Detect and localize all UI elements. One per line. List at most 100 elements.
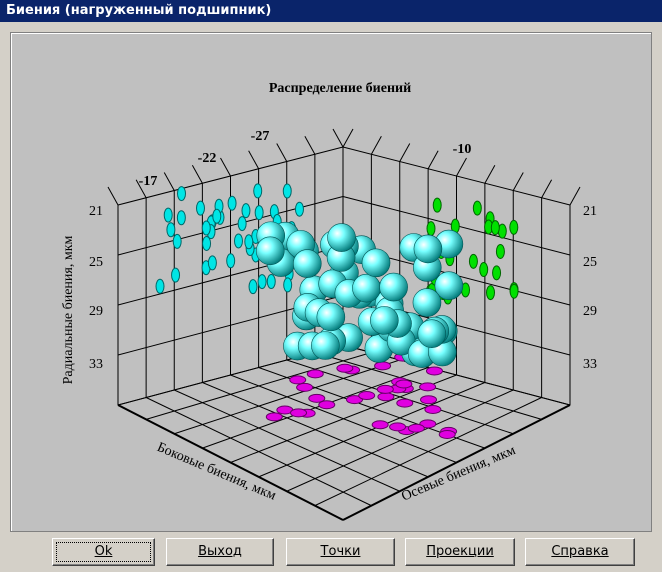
box-line [427, 150, 439, 169]
projection-right [492, 265, 502, 281]
projection-left [166, 222, 176, 238]
box-line [484, 165, 496, 184]
axis-label: Осевые биения, мкм [399, 443, 517, 505]
projection-right [486, 285, 496, 301]
box-line [286, 359, 514, 435]
projection-right [479, 262, 489, 278]
projection-left [257, 274, 267, 290]
box-line [569, 186, 581, 206]
sphere [327, 223, 356, 252]
axis-label: Радиальные биения, мкм [61, 236, 76, 385]
tick-label: -17 [139, 174, 158, 189]
projection-left [176, 210, 186, 226]
button[interactable]: Точки [286, 538, 395, 566]
button-label: Выход [198, 544, 242, 559]
projection-left [227, 195, 237, 211]
box-line [117, 404, 344, 521]
projection-right [490, 220, 500, 236]
points [155, 183, 519, 440]
projection-left [241, 203, 251, 219]
projection-floor [346, 395, 364, 405]
box-line [512, 172, 524, 191]
projection-left [155, 278, 165, 294]
tick-label: 25 [583, 255, 597, 270]
projection-floor [374, 361, 392, 371]
box-line [191, 165, 203, 184]
box-line [248, 150, 260, 169]
projection-right [509, 283, 519, 299]
sphere [352, 273, 381, 303]
projection-floor [308, 393, 326, 403]
box-line [456, 157, 467, 177]
box-line [276, 143, 288, 162]
button[interactable]: Выход [166, 538, 274, 566]
sphere [379, 272, 408, 302]
projection-floor [395, 379, 413, 389]
tick-label: 29 [89, 304, 103, 319]
projection-right [468, 253, 478, 269]
projection-right [472, 200, 482, 216]
projection-left [202, 235, 212, 251]
box-line [314, 397, 542, 507]
box-line [258, 382, 486, 478]
projection-floor [377, 392, 395, 402]
projection-floor [376, 384, 394, 394]
projection-floor [358, 391, 376, 401]
projection-left [283, 277, 293, 293]
projection-floor [289, 375, 307, 385]
box-line [230, 374, 457, 463]
chart-title: Распределение биений [269, 81, 411, 96]
button[interactable]: Справка [525, 538, 635, 566]
projection-left [244, 234, 254, 250]
projection-floor [265, 412, 283, 422]
projection-left [266, 274, 276, 290]
projection-right [509, 219, 519, 235]
projection-floor [407, 423, 425, 433]
axis-label: Боковые биения, мкм [155, 440, 278, 504]
projection-floor [306, 369, 324, 379]
projection-left [282, 183, 292, 199]
projection-left [171, 267, 181, 283]
projection-floor [438, 430, 456, 440]
box-line [220, 157, 231, 177]
tick-label: 21 [583, 204, 597, 219]
projection-left [177, 186, 187, 202]
projection-floor [389, 422, 407, 432]
box-line [342, 404, 571, 521]
tick-label: 33 [89, 357, 103, 372]
projection-floor [296, 382, 314, 392]
projection-right [426, 221, 436, 237]
projection-right [495, 243, 505, 259]
box-line [286, 389, 514, 492]
projection-floor [425, 366, 443, 376]
projection-left [254, 205, 264, 221]
box-line [541, 179, 553, 198]
sphere [370, 306, 399, 335]
tick-label: -22 [198, 151, 217, 166]
box-line [342, 128, 354, 148]
projection-floor [419, 382, 437, 392]
button[interactable]: Ok [52, 538, 155, 566]
box-line [332, 128, 344, 148]
projection-floor [420, 395, 438, 405]
tick-label: 21 [89, 204, 103, 219]
tick-label: -10 [453, 142, 472, 157]
projection-right [432, 197, 442, 213]
projection-left [201, 220, 211, 236]
tick-label: -27 [251, 129, 270, 144]
tick-label: 25 [89, 255, 103, 270]
projection-left [253, 183, 263, 199]
projection-left [248, 279, 258, 295]
tick-label: 29 [583, 304, 597, 319]
projection-floor [371, 420, 389, 430]
box-line [107, 186, 119, 206]
sphere [434, 271, 464, 301]
button[interactable]: Проекции [405, 538, 515, 566]
sphere [412, 288, 442, 317]
projection-left [207, 255, 217, 271]
tick-label: 33 [583, 357, 597, 372]
projection-left [294, 201, 304, 217]
sphere [413, 234, 443, 264]
